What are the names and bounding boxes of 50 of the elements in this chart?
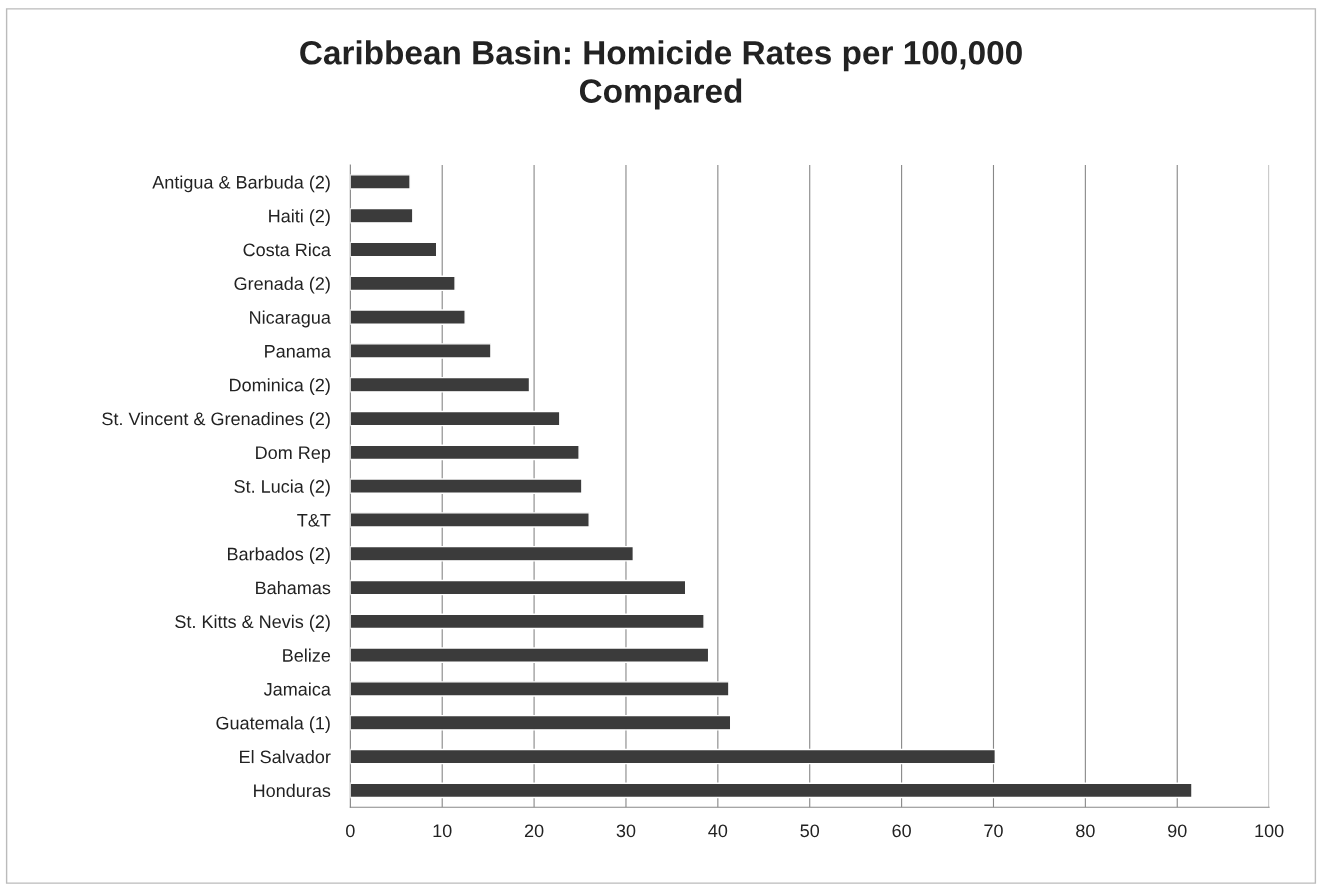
bar [350,444,580,461]
bar [350,748,997,765]
bar [350,275,456,292]
bar [350,478,583,494]
bar [350,579,687,596]
bar [350,343,492,359]
bar [350,512,590,528]
y-tick-label: St. Kitts & Nevis (2) [175,614,330,632]
y-tick-label: St. Vincent & Grenadines (2) [102,411,330,429]
x-tick-label: 50 [800,824,820,838]
x-tick-label: 90 [1168,824,1187,838]
y-tick-label: El Salvador [240,750,331,764]
y-tick-label: Barbados (2) [228,547,330,565]
y-tick-label: Guatemala (1) [216,716,330,734]
y-tick-label: Haiti (2) [269,209,330,226]
bar [350,410,561,427]
x-tick-label: 100 [1255,824,1284,838]
bar [350,241,438,258]
y-tick-label: St. Lucia (2) [234,479,330,497]
bar [350,613,705,630]
y-tick-label: Grenada (2) [234,276,330,294]
x-tick-label: 0 [346,824,355,838]
x-tick-label: 20 [524,824,544,838]
bar [350,681,730,697]
x-tick-label: 80 [1076,824,1095,838]
bar [350,782,1193,799]
y-tick-label: Honduras [254,783,331,798]
chart-title: Caribbean Basin: Homicide Rates per 100,000 Compared [300,40,1022,110]
bar [350,376,531,393]
y-tick-label: Belize [283,648,331,662]
y-tick-label: Dominica (2) [230,378,330,396]
x-tick-label: 70 [984,824,1003,838]
x-tick-label: 60 [892,824,911,838]
bar [350,207,414,224]
y-tick-label: Nicaragua [250,310,331,328]
bar [350,714,732,731]
y-tick-label: T&T [297,513,331,527]
bar [350,545,635,562]
x-tick-label: 40 [708,824,728,838]
bar [350,174,411,190]
y-tick-label: Antigua & Barbuda (2) [152,175,330,193]
x-tick-label: 30 [616,824,636,838]
x-tick-label: 10 [433,824,452,838]
y-tick-label: Dom Rep [256,446,331,463]
y-tick-label: Costa Rica [243,242,331,257]
y-tick-label: Jamaica [263,682,331,696]
y-tick-label: Panama [265,345,331,358]
bar [350,647,710,663]
bar [350,309,466,325]
y-tick-label: Bahamas [256,581,331,595]
